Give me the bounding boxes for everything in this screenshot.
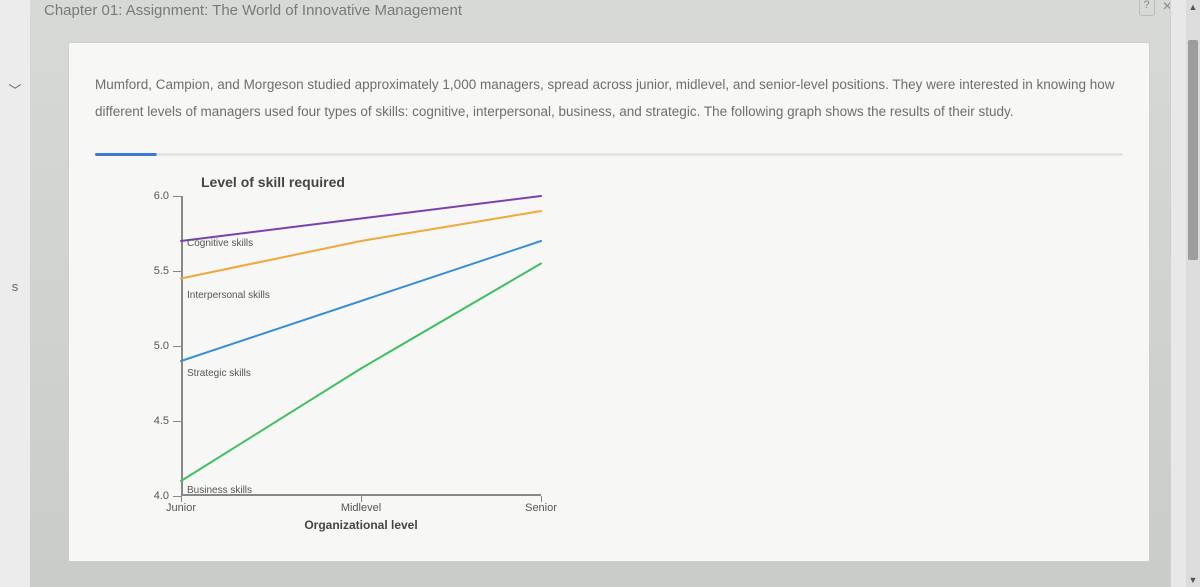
series-label: Strategic skills	[187, 368, 251, 379]
series-line	[181, 241, 541, 361]
series-label: Business skills	[187, 485, 252, 496]
y-tick	[173, 421, 181, 422]
y-tick-label: 5.0	[154, 340, 169, 352]
x-tick-label: Junior	[166, 502, 196, 514]
y-tick-label: 5.5	[154, 265, 169, 277]
chapter-title: Chapter 01: Assignment: The World of Inn…	[30, 0, 1170, 26]
left-gutter: ﹀ s	[0, 0, 30, 587]
left-gutter-letter: s	[12, 279, 19, 294]
scrollbar-thumb[interactable]	[1188, 40, 1198, 260]
x-axis-title: Organizational level	[304, 518, 417, 532]
chart: Level of skill required Organizational l…	[131, 174, 1123, 496]
scrollbar-track[interactable]: ▲ ▼	[1186, 0, 1200, 587]
y-tick	[173, 346, 181, 347]
progress-indicator	[95, 153, 1123, 156]
y-tick-label: 4.0	[154, 490, 169, 502]
window-controls: ? ×	[1139, 0, 1172, 16]
chart-title: Level of skill required	[201, 174, 1123, 190]
intro-text: Mumford, Campion, and Morgeson studied a…	[95, 71, 1123, 125]
chevron-down-icon[interactable]: ﹀	[8, 80, 21, 99]
y-tick-label: 6.0	[154, 190, 169, 202]
main-area: ? × Chapter 01: Assignment: The World of…	[30, 0, 1170, 587]
y-tick	[173, 496, 181, 497]
scroll-up-icon[interactable]: ▲	[1186, 0, 1200, 14]
x-tick-label: Senior	[525, 502, 557, 514]
y-tick	[173, 196, 181, 197]
series-label: Interpersonal skills	[187, 290, 270, 301]
y-tick-label: 4.5	[154, 415, 169, 427]
scroll-down-icon[interactable]: ▼	[1186, 573, 1200, 587]
series-line	[181, 196, 541, 241]
content-card: Mumford, Campion, and Morgeson studied a…	[68, 42, 1150, 562]
y-tick	[173, 271, 181, 272]
series-label: Cognitive skills	[187, 238, 253, 249]
right-rail: ▲ ▼	[1170, 0, 1200, 587]
help-icon[interactable]: ?	[1139, 0, 1155, 16]
x-tick-label: Midlevel	[341, 502, 381, 514]
chart-plot-area: Organizational level 4.04.55.05.56.0Juni…	[181, 196, 541, 496]
